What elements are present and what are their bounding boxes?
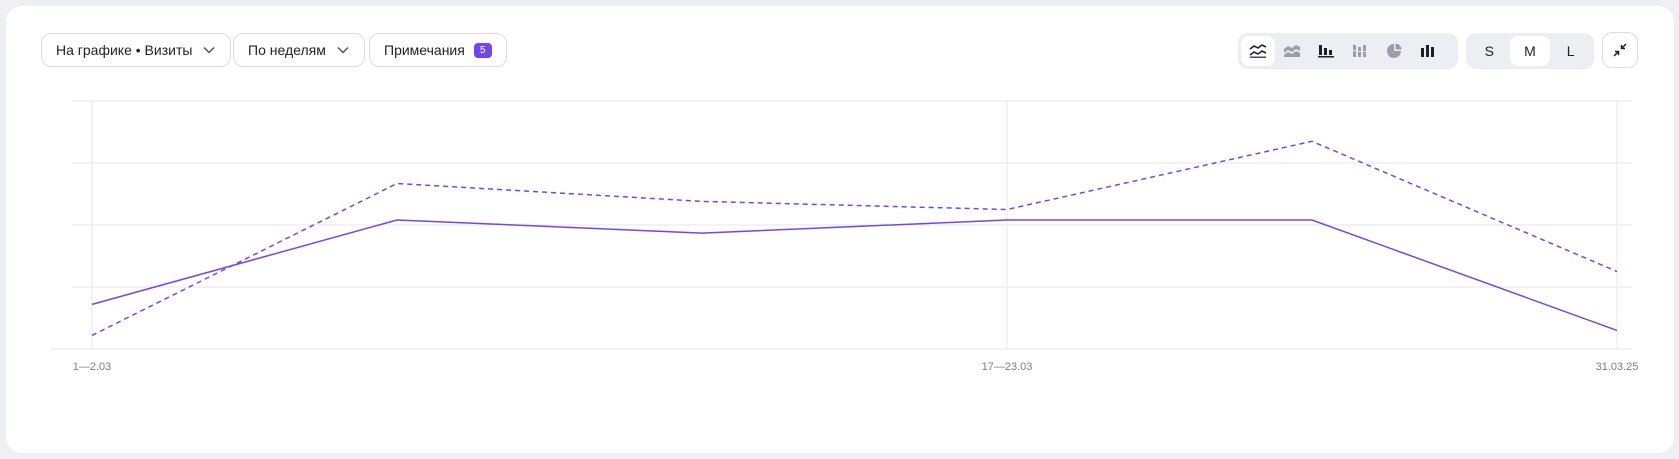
- stacked-bar-icon: [1353, 45, 1366, 57]
- period-dropdown-label: По неделям: [248, 42, 326, 58]
- size-s-button[interactable]: S: [1484, 43, 1494, 59]
- collapse-arrows-icon: [1613, 43, 1627, 57]
- metric-dropdown-label: На графике • Визиты: [56, 42, 193, 58]
- series-line-2: [91, 140, 1618, 337]
- notes-count-badge: 5: [473, 42, 492, 58]
- x-tick-label: 17—23.03: [982, 361, 1033, 373]
- chart-type-area[interactable]: [1275, 36, 1309, 66]
- size-m-button[interactable]: M: [1509, 36, 1551, 66]
- chart-type-line[interactable]: [1241, 36, 1275, 66]
- collapse-button[interactable]: [1602, 32, 1638, 68]
- size-switcher: S M L: [1466, 33, 1594, 69]
- chart-type-column[interactable]: [1411, 36, 1445, 66]
- size-l-button[interactable]: L: [1566, 43, 1575, 59]
- x-tick-label: 31.03.25: [1596, 361, 1639, 373]
- chart-card: [6, 6, 1674, 453]
- notes-button[interactable]: Примечания 5: [369, 33, 507, 67]
- chevron-down-icon: [203, 46, 215, 54]
- period-dropdown[interactable]: По неделям: [233, 33, 365, 67]
- x-tick-label: 1—2.03: [73, 361, 112, 373]
- line-chart-icon: [1249, 44, 1267, 58]
- chart-type-stacked-bar[interactable]: [1343, 36, 1377, 66]
- notes-label: Примечания: [384, 42, 465, 58]
- bar-chart-icon: [1318, 45, 1334, 58]
- series-line-1: [91, 219, 1618, 332]
- chart-type-pie[interactable]: [1377, 36, 1411, 66]
- metric-dropdown[interactable]: На графике • Визиты: [41, 33, 232, 67]
- chart-type-bar[interactable]: [1309, 36, 1343, 66]
- stacked-area-icon: [1284, 45, 1300, 57]
- pie-chart-icon: [1387, 43, 1402, 58]
- chevron-down-icon: [337, 46, 349, 54]
- column-chart-icon: [1421, 45, 1434, 57]
- chart-type-switcher: [1238, 33, 1458, 69]
